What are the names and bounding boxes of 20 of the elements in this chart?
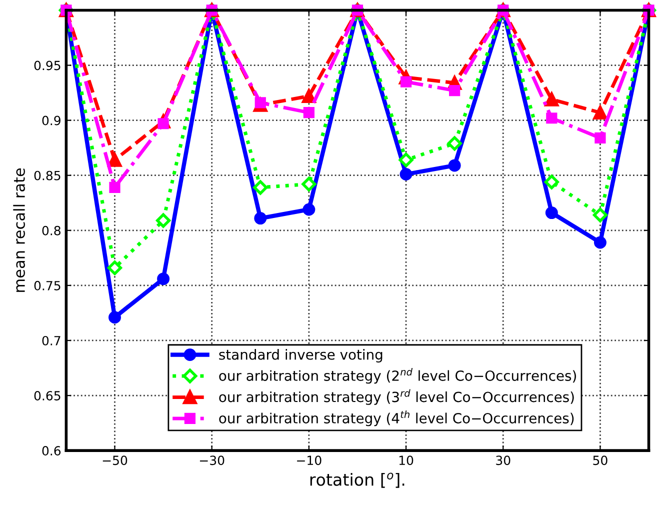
legend-label: our arbitration strategy (4$^{th}$ level Co−Occurrences)	[219, 410, 574, 426]
x-tick-label: −10	[297, 456, 322, 466]
x-tick-label: 30	[496, 456, 510, 466]
legend-label: our arbitration strategy (2$^{nd}$ level Co−Occurrences)	[219, 368, 576, 384]
x-tick-label: 10	[399, 456, 414, 466]
x-tick-label: −30	[200, 456, 224, 466]
x-tick-label: −50	[102, 456, 128, 466]
legend-label: standard inverse voting	[219, 349, 382, 362]
y-tick-label: 0.75	[34, 280, 60, 290]
y-tick-label: 0.8	[42, 226, 60, 236]
y-tick-label: 0.9	[42, 116, 60, 126]
y-tick-label: 0.6	[42, 446, 61, 456]
x-tick-label: 50	[593, 456, 608, 466]
y-tick-label: 0.85	[34, 170, 60, 180]
y-axis-title: mean recall rate	[13, 168, 25, 292]
x-axis-title: rotation [$^{o}$].	[310, 472, 404, 488]
legend-label: our arbitration strategy (3$^{rd}$ level Co−Occurrences)	[219, 389, 574, 405]
y-tick-label: 0.7	[42, 336, 60, 346]
y-tick-label: 0.65	[34, 390, 60, 400]
y-tick-label: 0.95	[34, 60, 60, 70]
